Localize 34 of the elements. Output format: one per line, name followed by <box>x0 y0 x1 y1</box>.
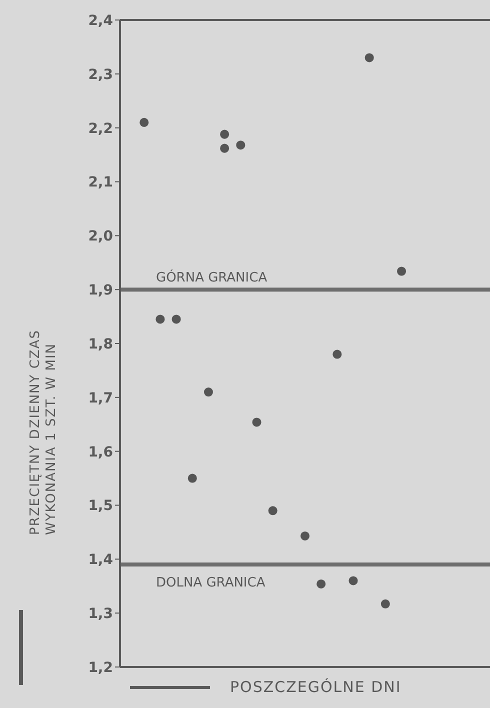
y-tick-label: 1,2 <box>88 660 113 676</box>
point <box>188 474 197 483</box>
y-tick-label: 2,3 <box>88 66 113 83</box>
point <box>220 144 230 153</box>
y-tick-label: 1,7 <box>88 390 113 406</box>
y-axis-title: PRZECIĘTNY DZIENNY CZAS WYKONANIA 1 SZT. W MIN <box>28 328 60 535</box>
y-tick-label: 1,4 <box>88 552 114 568</box>
point <box>332 350 342 359</box>
point <box>156 314 165 324</box>
point <box>268 506 278 516</box>
y-tick-label: 2,1 <box>88 174 113 191</box>
point <box>220 130 230 139</box>
point <box>236 140 246 150</box>
point <box>397 266 406 276</box>
point <box>204 388 213 397</box>
point <box>316 579 326 588</box>
point <box>380 599 390 608</box>
point <box>300 531 310 540</box>
y-tick-label: 1,8 <box>88 336 113 352</box>
y-tick-label: 2,4 <box>88 12 114 29</box>
ref-line-label: DOLNA GRANICA <box>156 576 266 591</box>
ref-line-label: GÓRNA GRANICA <box>156 268 268 286</box>
point <box>364 53 374 62</box>
point <box>140 118 149 127</box>
y-tick-label: 1,6 <box>88 444 113 460</box>
x-axis-title: POSZCZEGÓLNE DNI <box>230 678 402 696</box>
y-tick-label: 1,5 <box>88 498 113 514</box>
y-tick-label: 1,3 <box>88 606 113 622</box>
y-tick-label: 1,9 <box>88 282 113 299</box>
y-tick-label: 2,0 <box>88 228 114 245</box>
point <box>252 418 262 427</box>
point <box>172 314 181 324</box>
y-tick-label: 2,2 <box>88 120 113 137</box>
point <box>348 576 358 586</box>
